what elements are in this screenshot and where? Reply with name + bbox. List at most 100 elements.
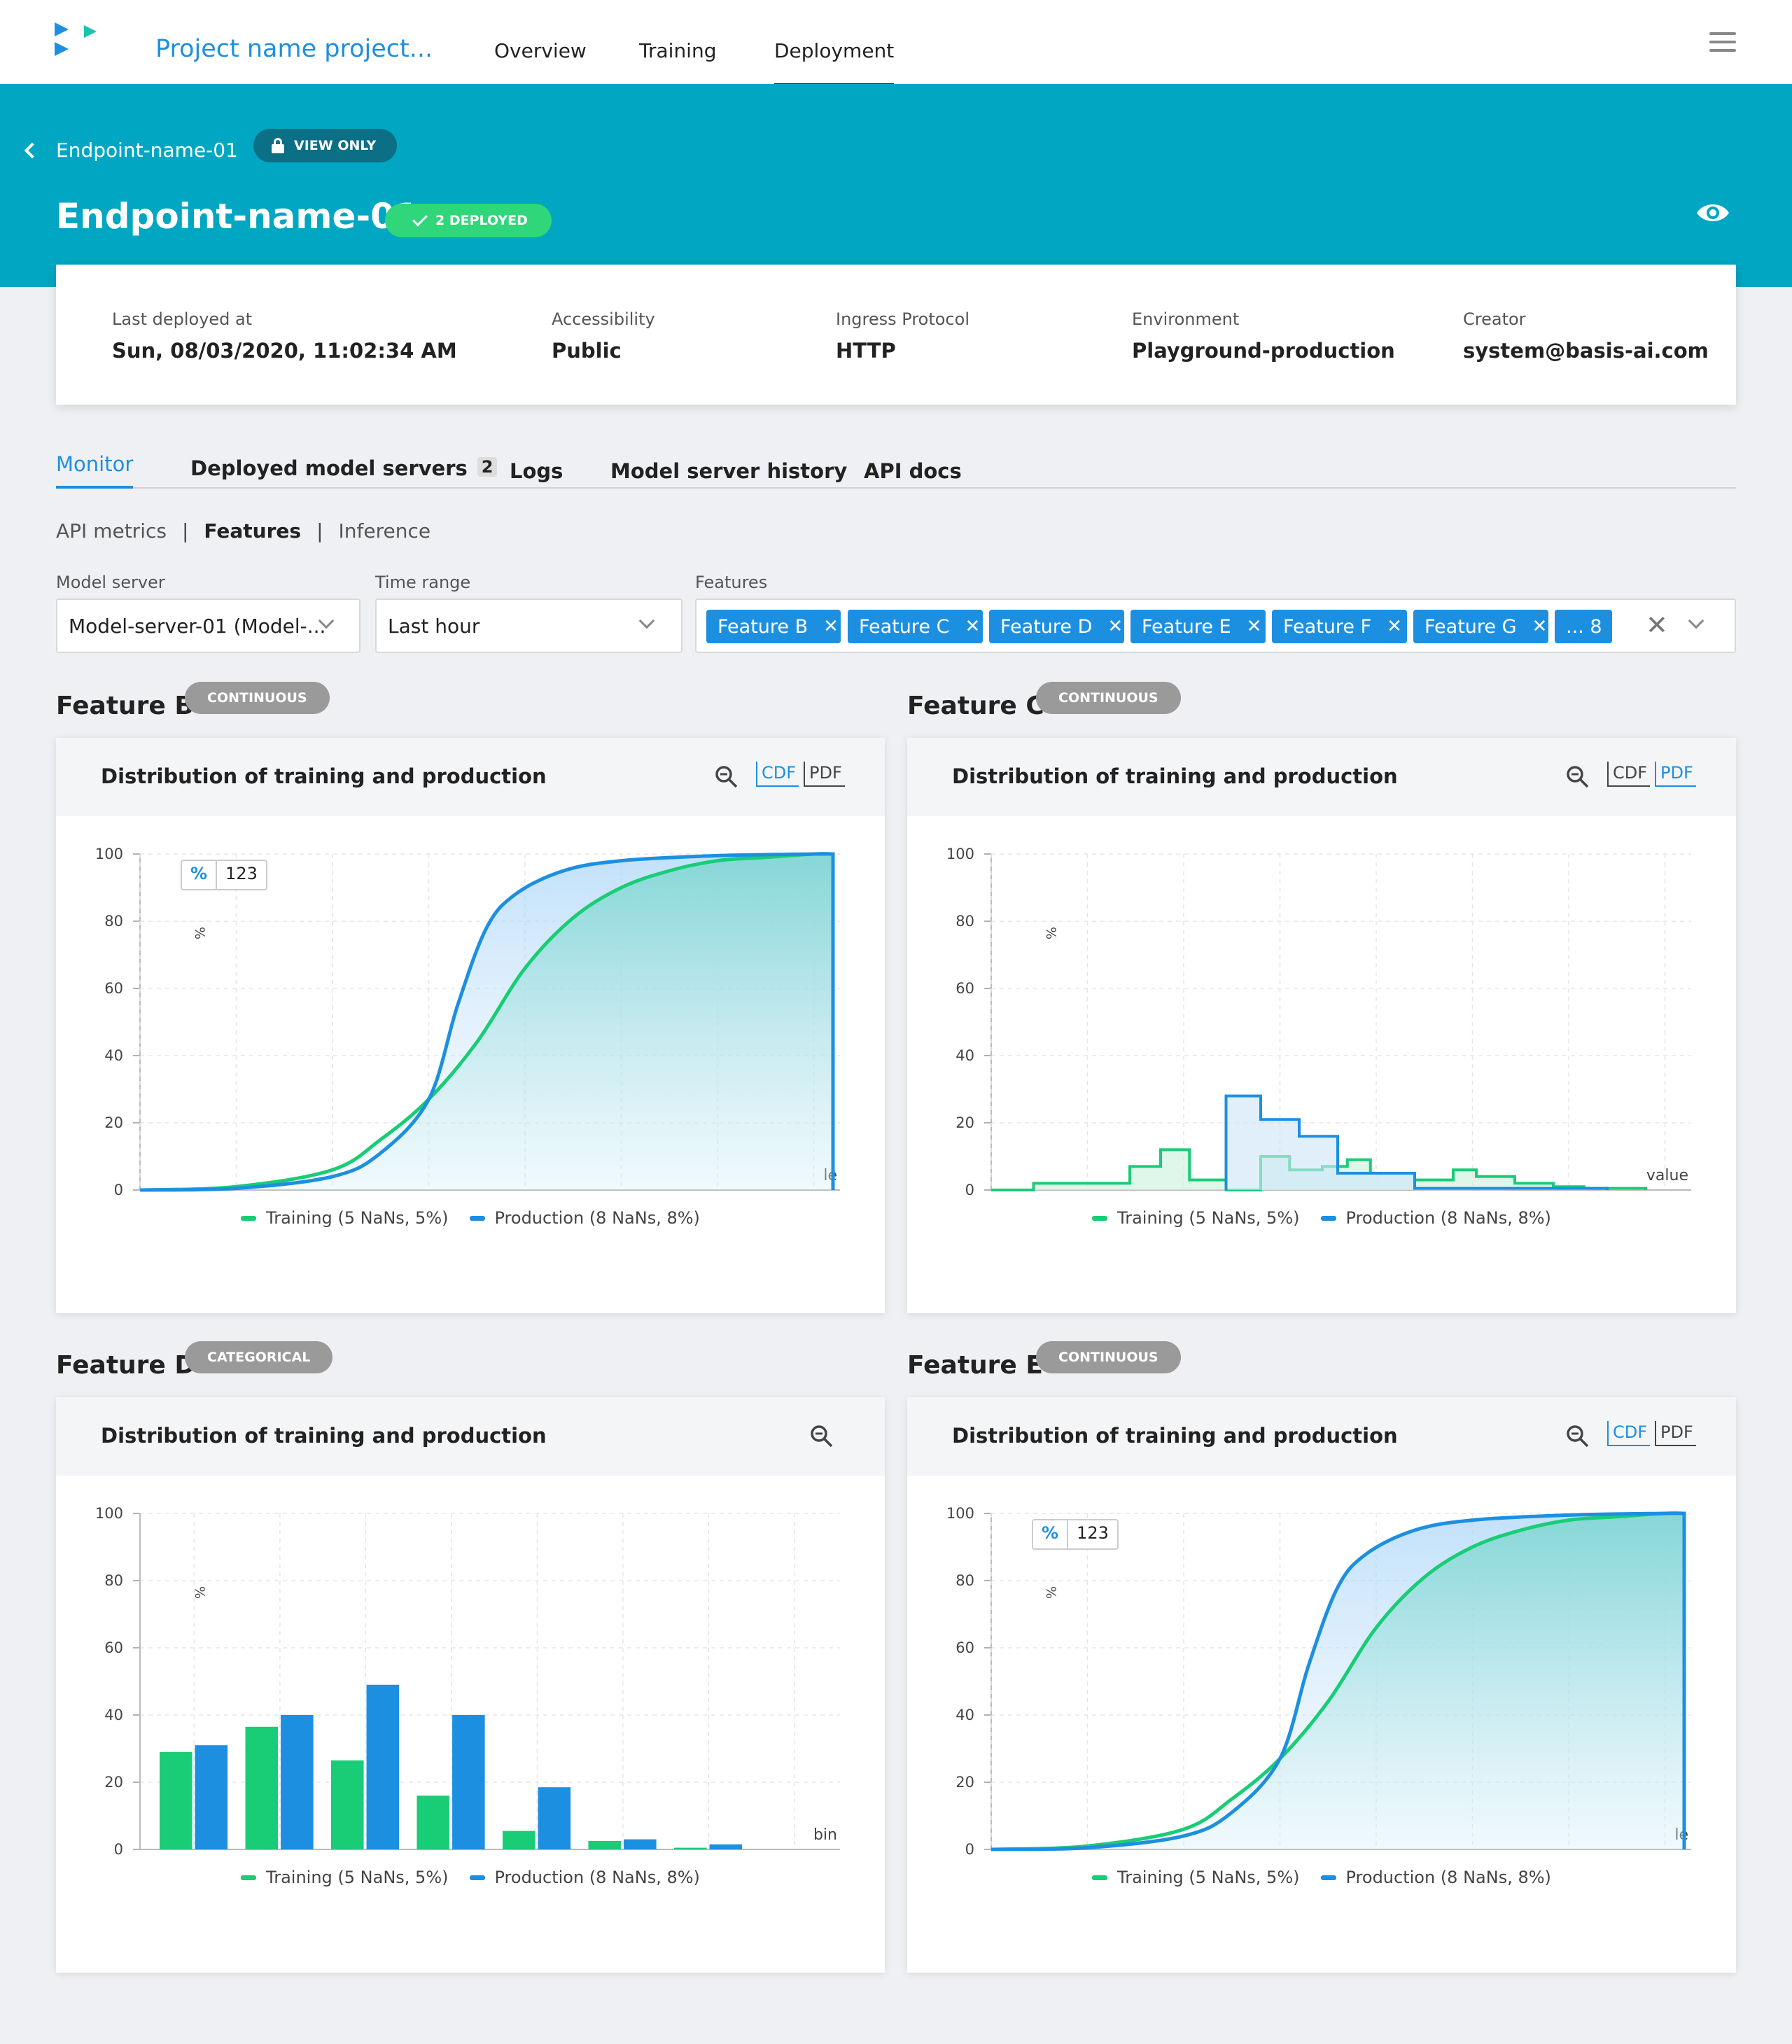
zoom-icon[interactable] bbox=[1565, 764, 1590, 790]
features-multiselect[interactable]: Feature B ✕ Feature C ✕ Feature D ✕ Feature… bbox=[695, 598, 1736, 653]
production-line bbox=[1224, 1094, 1609, 1190]
feature-chip[interactable]: Feature E ✕ bbox=[1130, 610, 1266, 643]
legend-training[interactable]: Training (5 NaNs, 5%) bbox=[1092, 1208, 1300, 1228]
tab-monitor[interactable]: Monitor bbox=[56, 452, 134, 489]
zoom-icon[interactable] bbox=[714, 764, 739, 790]
training-line bbox=[139, 852, 834, 1192]
chart: 020406080100050100150200250300350value bbox=[946, 846, 1691, 1208]
chevron-down-icon[interactable] bbox=[1688, 612, 1704, 629]
count-unit[interactable]: 123 bbox=[1077, 1523, 1109, 1543]
percent-unit[interactable]: % bbox=[182, 861, 218, 889]
legend-label: Training (5 NaNs, 5%) bbox=[266, 1868, 449, 1887]
zoom-icon[interactable] bbox=[809, 1424, 834, 1449]
cdf-toggle[interactable]: CDF bbox=[1607, 762, 1651, 787]
legend-label: Training (5 NaNs, 5%) bbox=[1117, 1208, 1300, 1228]
pdf-toggle[interactable]: PDF bbox=[1655, 1421, 1696, 1446]
legend-swatch bbox=[469, 1215, 485, 1221]
chart-legend: Training (5 NaNs, 5%) Production (8 NaNs… bbox=[907, 1208, 1736, 1228]
lock-icon bbox=[272, 138, 284, 153]
production-area bbox=[1226, 1096, 1607, 1190]
chip-label: Feature B bbox=[718, 615, 808, 638]
model-server-select[interactable]: Model-server-01 (Model-... bbox=[56, 598, 360, 653]
endpoint-info-card: Last deployed at Sun, 08/03/2020, 11:02:… bbox=[56, 265, 1736, 405]
chart-legend: Training (5 NaNs, 5%) Production (8 NaNs… bbox=[56, 1208, 885, 1228]
zoom-icon[interactable] bbox=[1565, 1424, 1590, 1449]
info-environment: Environment Playground-production bbox=[1132, 309, 1395, 363]
x-tick-label: 6.0 bbox=[683, 1865, 710, 1868]
more-features-chip[interactable]: ... 8 bbox=[1555, 610, 1612, 643]
pdf-toggle[interactable]: PDF bbox=[1655, 762, 1696, 787]
back-link[interactable]: Endpoint-name-01 bbox=[24, 139, 238, 162]
x-tick-label: 5.0 bbox=[598, 1865, 625, 1868]
time-range-label: Time range bbox=[375, 573, 471, 592]
y-tick-label: 80 bbox=[104, 1572, 123, 1589]
legend-training[interactable]: Training (5 NaNs, 5%) bbox=[1092, 1868, 1300, 1887]
count-unit[interactable]: 123 bbox=[225, 864, 258, 883]
feature-title: Feature D bbox=[56, 1351, 196, 1380]
eye-icon[interactable] bbox=[1695, 200, 1730, 225]
feature-chip[interactable]: Feature G ✕ bbox=[1413, 610, 1548, 643]
y-tick-label: 20 bbox=[955, 1114, 974, 1131]
feature-panel: Distribution of training and production … bbox=[907, 738, 1736, 1313]
time-range-select[interactable]: Last hour bbox=[375, 598, 682, 653]
percent-unit[interactable]: % bbox=[1033, 1520, 1069, 1548]
y-tick-label: 60 bbox=[104, 980, 123, 997]
legend-production[interactable]: Production (8 NaNs, 8%) bbox=[469, 1868, 700, 1887]
check-icon bbox=[412, 211, 428, 226]
subnav-inference[interactable]: Inference bbox=[338, 519, 431, 542]
cdf-toggle[interactable]: CDF bbox=[756, 762, 799, 787]
tab-api-docs[interactable]: API docs bbox=[864, 459, 962, 483]
feature-chip[interactable]: Feature F ✕ bbox=[1272, 610, 1407, 643]
y-tick-label: 20 bbox=[104, 1114, 123, 1131]
unit-toggle[interactable]: % 123 bbox=[181, 860, 267, 890]
x-tick-label: 0.0 bbox=[169, 1865, 196, 1868]
pdf-toggle[interactable]: PDF bbox=[804, 762, 845, 787]
production-line bbox=[139, 852, 835, 1192]
legend-production[interactable]: Production (8 NaNs, 8%) bbox=[1320, 1208, 1551, 1228]
chip-close-icon[interactable]: ✕ bbox=[823, 616, 839, 637]
legend-swatch bbox=[1092, 1215, 1108, 1221]
legend-swatch bbox=[1320, 1875, 1336, 1880]
select-value: Model-server-01 (Model-... bbox=[69, 614, 326, 638]
legend-production[interactable]: Production (8 NaNs, 8%) bbox=[469, 1208, 700, 1228]
menu-icon[interactable] bbox=[1709, 32, 1736, 52]
nav-tab-deployment[interactable]: Deployment bbox=[774, 39, 895, 86]
chip-close-icon[interactable]: ✕ bbox=[965, 616, 981, 637]
legend-training[interactable]: Training (5 NaNs, 5%) bbox=[241, 1868, 449, 1887]
chip-close-icon[interactable]: ✕ bbox=[1387, 616, 1402, 637]
feature-chip[interactable]: Feature D ✕ bbox=[989, 610, 1124, 643]
cdf-toggle[interactable]: CDF bbox=[1607, 1421, 1651, 1446]
production-bar bbox=[366, 1684, 400, 1849]
unit-toggle[interactable]: % 123 bbox=[1032, 1519, 1119, 1550]
tab-deployed-model-servers[interactable]: Deployed model servers 2 bbox=[190, 456, 498, 493]
y-tick-label: 100 bbox=[95, 1505, 123, 1522]
nav-tab-training[interactable]: Training bbox=[639, 39, 717, 62]
project-title[interactable]: Project name project... bbox=[155, 35, 433, 63]
clear-icon[interactable]: ✕ bbox=[1646, 610, 1668, 640]
chip-close-icon[interactable]: ✕ bbox=[1107, 616, 1124, 637]
subnav-api-metrics[interactable]: API metrics bbox=[56, 519, 167, 542]
breadcrumb: Endpoint-name-01 bbox=[56, 139, 238, 162]
page-title: Endpoint-name-01 bbox=[56, 196, 419, 237]
chart: 020406080100050100150200250300350le bbox=[95, 846, 840, 1208]
tab-model-server-history[interactable]: Model server history bbox=[610, 459, 848, 483]
logo-icon[interactable] bbox=[55, 22, 104, 62]
x-tick-label: 50 bbox=[1065, 1865, 1090, 1868]
chip-close-icon[interactable]: ✕ bbox=[1532, 616, 1548, 637]
subnav-separator: | bbox=[316, 519, 323, 542]
x-tick-label: 50 bbox=[1065, 1206, 1090, 1208]
info-label: Ingress Protocol bbox=[836, 309, 969, 329]
subnav-features[interactable]: Features bbox=[204, 519, 302, 542]
subnav-separator: | bbox=[181, 519, 189, 542]
tab-logs[interactable]: Logs bbox=[510, 459, 564, 483]
legend-production[interactable]: Production (8 NaNs, 8%) bbox=[1320, 1868, 1551, 1887]
feature-title: Feature B bbox=[56, 692, 194, 720]
feature-chip[interactable]: Feature C ✕ bbox=[848, 610, 983, 643]
nav-tab-overview[interactable]: Overview bbox=[494, 39, 587, 62]
chip-label: Feature D bbox=[1000, 615, 1093, 638]
feature-chip[interactable]: Feature B ✕ bbox=[706, 610, 841, 643]
legend-training[interactable]: Training (5 NaNs, 5%) bbox=[241, 1208, 449, 1228]
chip-close-icon[interactable]: ✕ bbox=[1246, 616, 1262, 637]
chip-label: Feature E bbox=[1142, 615, 1231, 638]
chevron-left-icon bbox=[24, 142, 41, 158]
